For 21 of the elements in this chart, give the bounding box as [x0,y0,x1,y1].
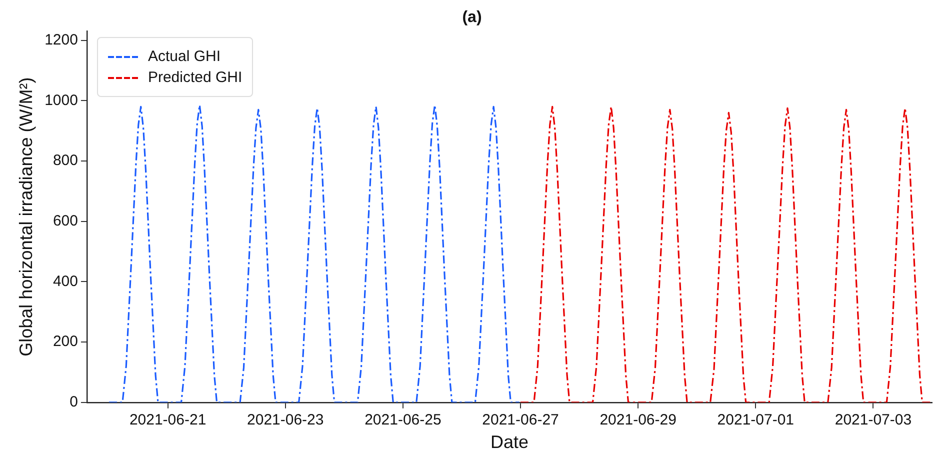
y-tick-label: 600 [52,212,78,230]
x-axis-title: Date [490,432,528,452]
y-tick-label: 200 [52,333,78,350]
x-tick-label: 2021-07-03 [834,412,912,429]
line-series [520,106,932,402]
x-tick-label: 2021-06-23 [247,412,324,429]
y-tick-label: 400 [52,272,78,290]
line-series [108,104,520,402]
x-tick-label: 2021-06-21 [129,412,206,429]
x-tick-label: 2021-07-01 [717,412,794,429]
x-tick-label: 2021-06-29 [600,412,676,429]
y-tick-label: 1000 [44,92,78,109]
y-axis-title: Global horizontal irradiance (W/M²) [16,77,36,356]
x-tick-label: 2021-06-25 [364,412,442,429]
legend-label: Predicted GHI [148,69,242,86]
legend-label: Actual GHI [148,48,220,66]
y-tick-label: 800 [52,152,78,170]
y-tick-label: 1200 [44,31,78,48]
y-tick-label: 0 [70,394,78,411]
chart-title: (a) [462,9,482,26]
x-tick-label: 2021-06-27 [482,412,559,429]
